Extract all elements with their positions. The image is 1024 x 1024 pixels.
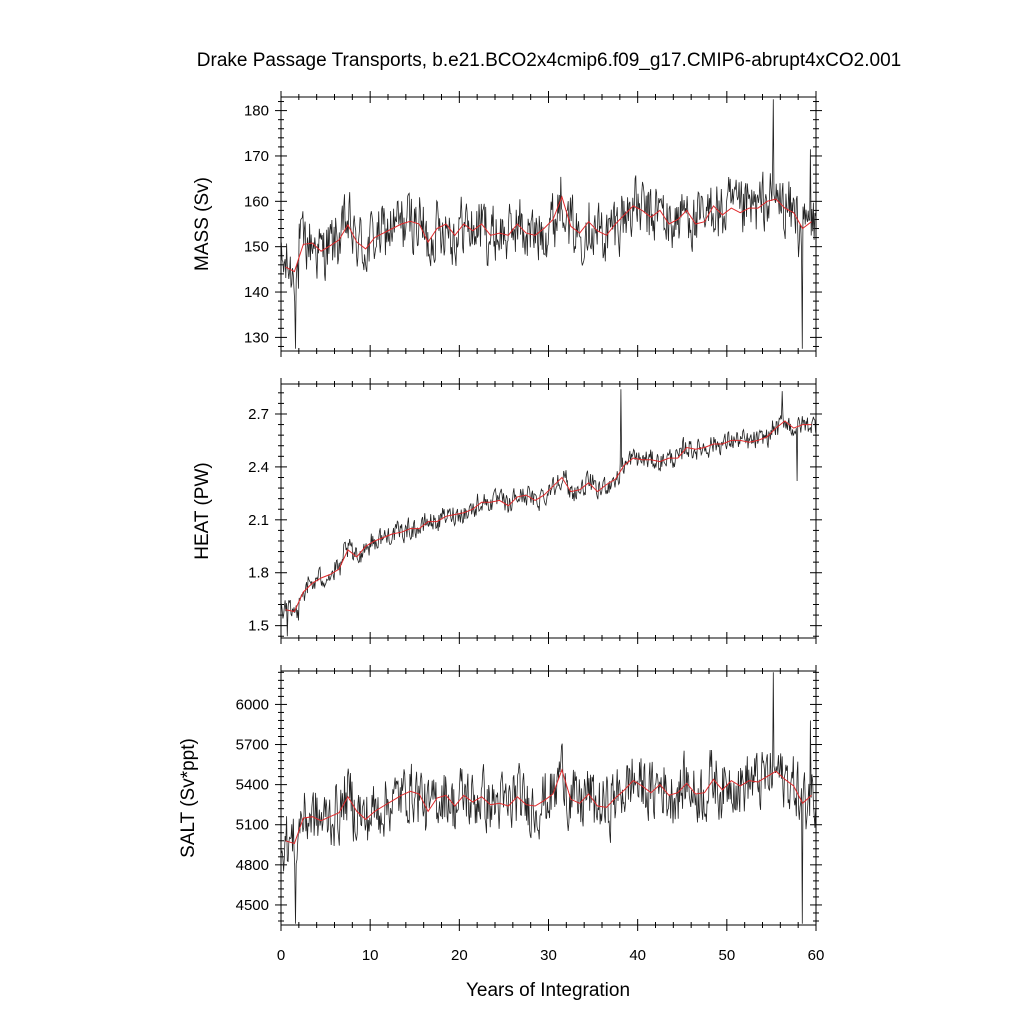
- salt-y-tick-label: 4800: [236, 857, 269, 874]
- x-tick-label: 30: [540, 947, 557, 964]
- x-axis-label: Years of Integration: [466, 980, 630, 1001]
- x-tick-label: 40: [629, 947, 646, 964]
- x-tick-label: 50: [718, 947, 735, 964]
- x-tick-label: 10: [362, 947, 379, 964]
- heat-y-tick-label: 2.7: [248, 406, 269, 423]
- mass-y-tick-label: 160: [244, 193, 269, 210]
- mass-monthly-series: [281, 99, 816, 349]
- mass-panel: MASS (Sv) 130 140 150 160 170 180: [192, 91, 822, 357]
- salt-panel: SALT (Sv*ppt) 4500 4800 5100 5400 5700 6000 0 1…: [178, 665, 824, 964]
- mass-y-tick-label: 170: [244, 148, 269, 165]
- x-tick-label: 60: [808, 947, 825, 964]
- salt-y-axis-label: SALT (Sv*ppt): [178, 738, 199, 858]
- mass-y-tick-label: 140: [244, 284, 269, 301]
- mass-y-axis-label: MASS (Sv): [192, 177, 213, 271]
- x-tick-label: 20: [451, 947, 468, 964]
- chart-title: Drake Passage Transports, b.e21.BCO2x4cm…: [197, 50, 901, 71]
- salt-monthly-series: [281, 672, 816, 924]
- heat-y-tick-label: 2.1: [248, 512, 269, 529]
- heat-y-tick-label: 2.4: [248, 459, 269, 476]
- salt-annual-mean-series: [285, 768, 812, 845]
- x-tick-label: 0: [277, 947, 285, 964]
- heat-panel: HEAT (PW) 1.5 1.8 2.1 2.4 2.7: [192, 378, 822, 644]
- heat-y-tick-label: 1.5: [248, 618, 269, 635]
- mass-y-tick-label: 150: [244, 239, 269, 256]
- salt-y-tick-label: 6000: [236, 696, 269, 713]
- salt-y-tick-label: 5100: [236, 817, 269, 834]
- heat-monthly-series: [281, 389, 816, 637]
- salt-y-tick-label: 5400: [236, 777, 269, 794]
- heat-y-tick-label: 1.8: [248, 565, 269, 582]
- mass-annual-mean-series: [285, 195, 812, 273]
- mass-y-tick-label: 130: [244, 329, 269, 346]
- salt-y-tick-label: 4500: [236, 897, 269, 914]
- salt-y-tick-label: 5700: [236, 737, 269, 754]
- mass-y-tick-label: 180: [244, 103, 269, 120]
- heat-plot-frame: [280, 383, 817, 639]
- heat-y-axis-label: HEAT (PW): [192, 462, 213, 559]
- heat-annual-mean-series: [285, 420, 812, 613]
